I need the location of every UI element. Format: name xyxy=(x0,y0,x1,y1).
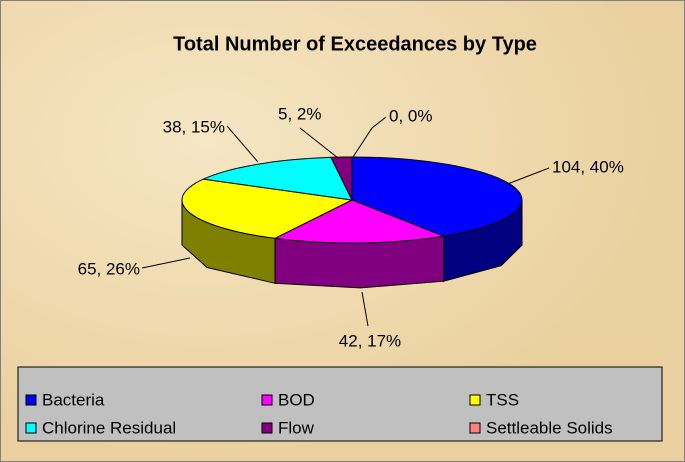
legend-label: Bacteria xyxy=(42,390,105,409)
legend-swatch xyxy=(469,422,481,434)
leader-line xyxy=(504,167,550,186)
data-label: 38, 15% xyxy=(163,117,225,136)
legend-label: Chlorine Residual xyxy=(42,418,176,437)
leader-line xyxy=(141,257,191,269)
data-label: 42, 17% xyxy=(339,331,401,350)
data-label: 104, 40% xyxy=(552,157,624,176)
data-label: 65, 26% xyxy=(78,259,140,278)
legend-swatch xyxy=(469,394,481,406)
legend-label: BOD xyxy=(278,390,315,409)
data-label: 5, 2% xyxy=(278,104,321,123)
legend-swatch xyxy=(261,422,273,434)
legend-label: Flow xyxy=(278,418,315,437)
legend-label: Settleable Solids xyxy=(486,418,613,437)
slice xyxy=(181,178,354,239)
legend-label: TSS xyxy=(486,390,519,409)
leader-line xyxy=(361,291,369,327)
legend-swatch xyxy=(25,394,37,406)
slice xyxy=(273,199,446,244)
legend-swatch xyxy=(25,422,37,434)
leader-line xyxy=(352,116,387,158)
chart-title: Total Number of Exceedances by Type xyxy=(173,33,537,55)
legend-swatch xyxy=(261,394,273,406)
legend-box xyxy=(17,366,663,442)
slice xyxy=(201,156,353,201)
leader-line xyxy=(299,127,339,159)
leader-line xyxy=(226,125,259,163)
slice-side xyxy=(274,235,445,289)
data-label: 0, 0% xyxy=(389,106,432,125)
